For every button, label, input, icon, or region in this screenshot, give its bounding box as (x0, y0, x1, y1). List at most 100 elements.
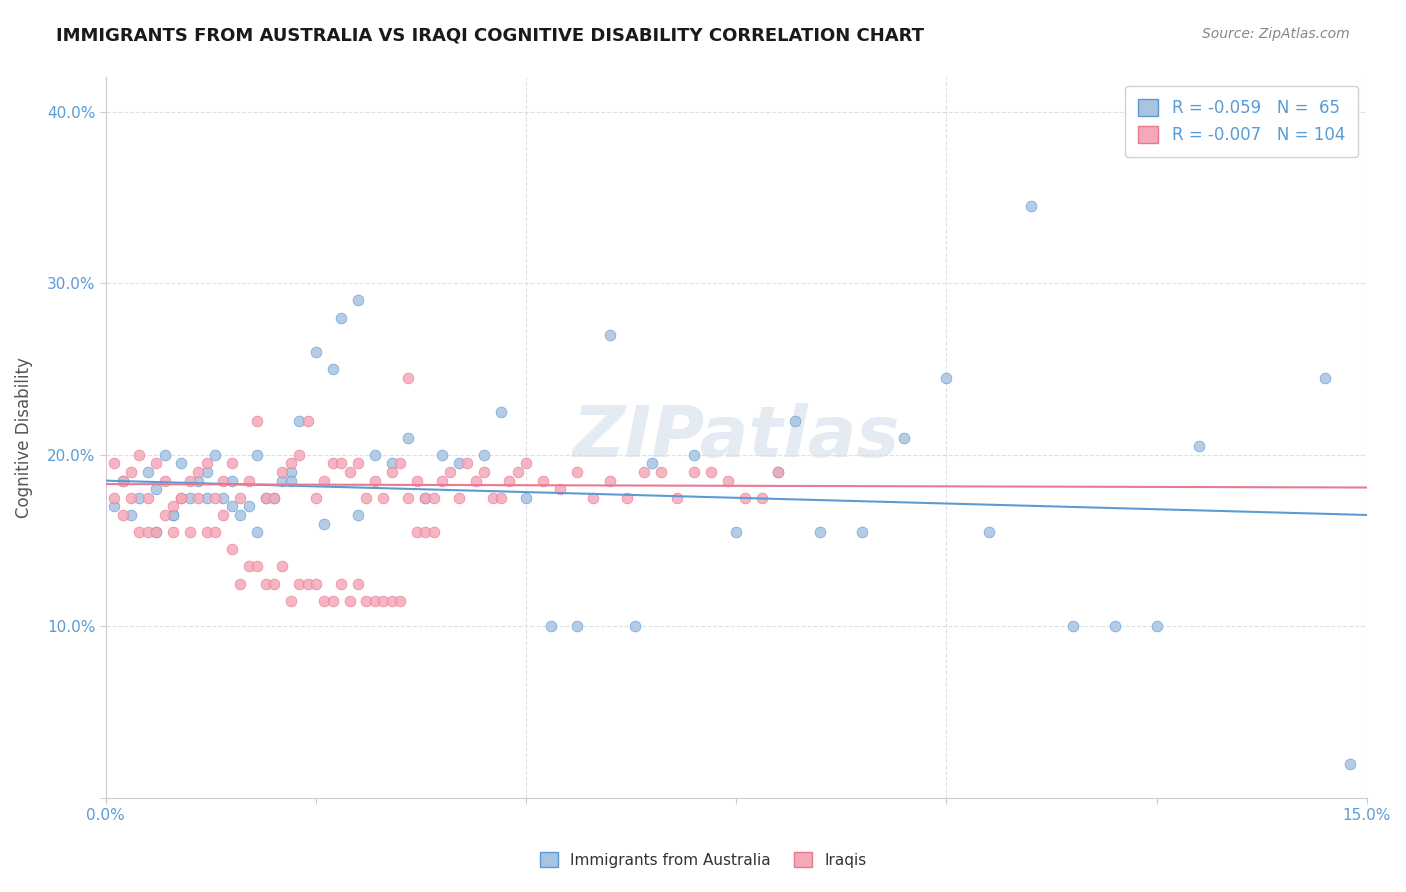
Point (725, 525, 748, 540)
Point (405, 525, 427, 540)
Point (271, 474, 294, 488)
Point (204, 491, 226, 505)
Text: IMMIGRANTS FROM AUSTRALIA VS IRAQI COGNITIVE DISABILITY CORRELATION CHART: IMMIGRANTS FROM AUSTRALIA VS IRAQI COGNI… (56, 27, 924, 45)
Point (288, 448, 311, 462)
Point (162, 508, 184, 522)
Point (481, 491, 503, 505)
Point (212, 508, 235, 522)
Point (439, 465, 461, 479)
Point (398, 491, 420, 505)
Point (254, 576, 277, 591)
Point (893, 431, 915, 445)
Point (624, 619, 647, 633)
Point (472, 465, 495, 479)
Point (305, 345, 328, 359)
Point (356, 593, 378, 607)
Point (1146, 619, 1168, 633)
Point (398, 431, 420, 445)
Point (785, 414, 807, 428)
Point (280, 465, 302, 479)
Point (246, 559, 269, 574)
Point (195, 457, 218, 471)
Point (136, 525, 159, 540)
Point (339, 593, 361, 607)
Point (238, 559, 260, 574)
Point (271, 559, 294, 574)
Point (506, 465, 529, 479)
Point (322, 593, 344, 607)
Point (330, 457, 353, 471)
Point (347, 508, 370, 522)
Point (246, 448, 269, 462)
Point (179, 474, 201, 488)
Point (263, 491, 285, 505)
Point (305, 491, 328, 505)
Point (364, 474, 387, 488)
Point (515, 491, 537, 505)
Point (398, 370, 420, 384)
Point (195, 525, 218, 540)
Point (229, 508, 252, 522)
Point (322, 362, 344, 376)
Point (489, 491, 512, 505)
Text: Source: ZipAtlas.com: Source: ZipAtlas.com (1202, 27, 1350, 41)
Point (683, 465, 706, 479)
Point (666, 491, 689, 505)
Point (751, 491, 773, 505)
Point (330, 310, 353, 325)
Point (347, 457, 370, 471)
Point (447, 491, 470, 505)
Point (179, 525, 201, 540)
Point (1188, 439, 1211, 453)
Point (170, 457, 193, 471)
Point (120, 491, 142, 505)
Point (111, 508, 134, 522)
Point (322, 457, 344, 471)
Point (246, 525, 269, 540)
Point (111, 474, 134, 488)
Point (136, 465, 159, 479)
Text: ZIPatlas: ZIPatlas (572, 403, 900, 472)
Point (170, 491, 193, 505)
Point (977, 525, 1000, 540)
Point (489, 405, 512, 419)
Point (221, 500, 243, 514)
Point (683, 448, 706, 462)
Point (515, 457, 537, 471)
Point (229, 576, 252, 591)
Point (120, 465, 142, 479)
Point (187, 491, 209, 505)
Point (263, 491, 285, 505)
Point (145, 482, 167, 496)
Point (314, 516, 336, 531)
Point (195, 491, 218, 505)
Point (128, 525, 150, 540)
Legend: Immigrants from Australia, Iraqis: Immigrants from Australia, Iraqis (531, 844, 875, 875)
Point (330, 576, 353, 591)
Point (540, 619, 562, 633)
Point (364, 593, 387, 607)
Point (280, 593, 302, 607)
Point (128, 491, 150, 505)
Point (422, 491, 444, 505)
Point (128, 448, 150, 462)
Point (430, 448, 453, 462)
Point (288, 414, 311, 428)
Point (153, 474, 176, 488)
Point (103, 491, 125, 505)
Point (808, 525, 831, 540)
Point (212, 491, 235, 505)
Point (531, 474, 554, 488)
Point (1339, 756, 1361, 771)
Point (464, 474, 486, 488)
Point (413, 491, 436, 505)
Point (565, 619, 588, 633)
Point (204, 525, 226, 540)
Point (1062, 619, 1084, 633)
Point (221, 474, 243, 488)
Point (103, 457, 125, 471)
Point (582, 491, 605, 505)
Point (145, 457, 167, 471)
Y-axis label: Cognitive Disability: Cognitive Disability (15, 358, 32, 518)
Point (641, 457, 664, 471)
